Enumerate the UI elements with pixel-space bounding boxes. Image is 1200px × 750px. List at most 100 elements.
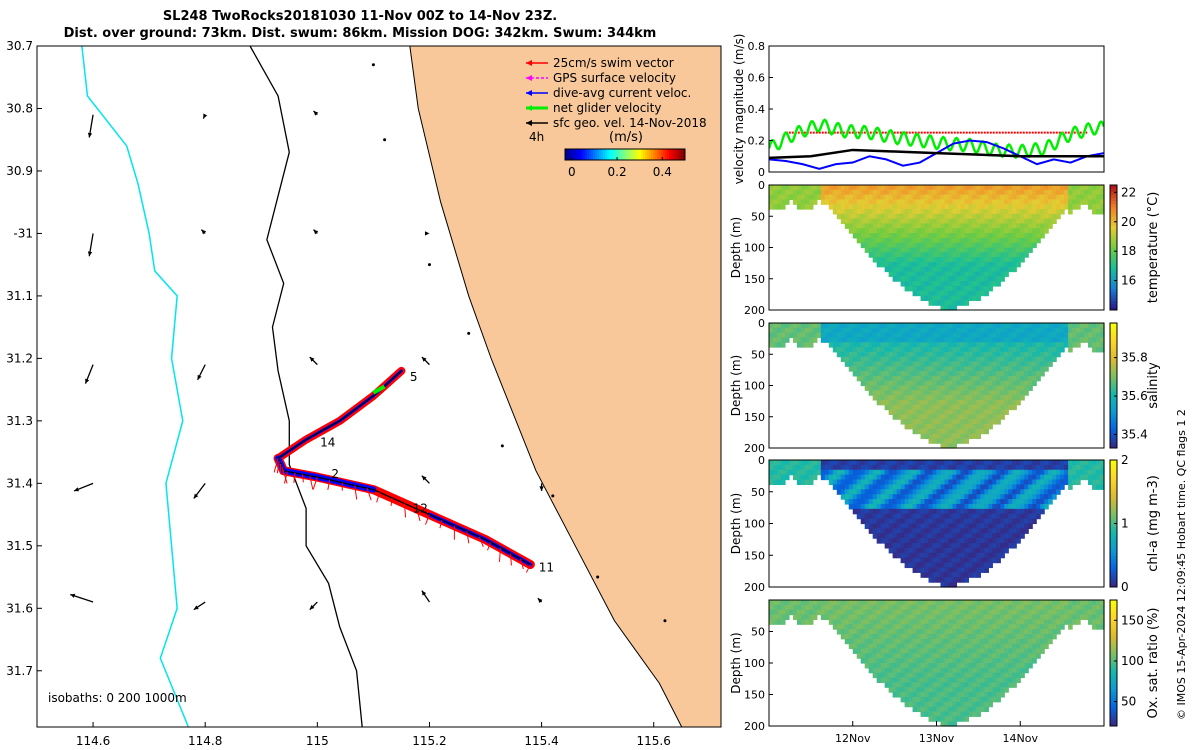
section-cell bbox=[920, 385, 926, 391]
section-cell bbox=[920, 409, 926, 415]
section-cell bbox=[892, 356, 898, 363]
section-cell bbox=[928, 351, 934, 358]
section-cell bbox=[824, 199, 830, 205]
section-cell bbox=[844, 356, 850, 363]
section-cell bbox=[896, 351, 902, 358]
section-cell bbox=[944, 428, 950, 435]
section-cell bbox=[968, 469, 973, 476]
section-cell bbox=[912, 653, 918, 659]
speed-colorbar-cell bbox=[629, 149, 632, 160]
section-cell bbox=[848, 474, 854, 481]
section-cell bbox=[1012, 385, 1017, 391]
section-cell bbox=[956, 347, 962, 353]
section-cell bbox=[892, 332, 898, 339]
section-cell bbox=[1048, 479, 1053, 486]
section-colorbar-cell bbox=[1110, 498, 1117, 502]
section-cell bbox=[960, 687, 966, 693]
section-cell bbox=[1036, 366, 1041, 372]
section-cell bbox=[892, 638, 898, 645]
section-cell bbox=[864, 337, 870, 343]
section-cell bbox=[928, 189, 934, 196]
section-cell bbox=[1080, 199, 1085, 205]
section-cell bbox=[988, 503, 993, 510]
section-cell bbox=[1008, 194, 1013, 201]
section-cell bbox=[904, 484, 910, 490]
section-cell bbox=[976, 479, 981, 486]
section-cell bbox=[864, 361, 870, 367]
geo-arrow-head bbox=[197, 374, 202, 380]
section-cell bbox=[960, 409, 966, 415]
section-cell bbox=[908, 528, 914, 534]
section-cell bbox=[1052, 489, 1057, 495]
section-colorbar-cell bbox=[1110, 469, 1117, 474]
section-cell bbox=[908, 185, 914, 191]
section-cell bbox=[916, 194, 922, 201]
section-cell bbox=[852, 508, 858, 515]
section-cell bbox=[800, 474, 806, 481]
section-cell bbox=[928, 433, 934, 439]
section-cell bbox=[936, 513, 942, 520]
section-y-tick-label: 0 bbox=[758, 454, 765, 467]
section-cell bbox=[900, 261, 906, 268]
section-cell bbox=[940, 513, 946, 520]
section-cell bbox=[1096, 347, 1101, 353]
section-cell bbox=[812, 332, 818, 339]
velocity-y-tick-label: 0.4 bbox=[748, 103, 766, 116]
section-cell bbox=[1072, 189, 1077, 196]
section-cell bbox=[1008, 385, 1013, 391]
section-cell bbox=[940, 460, 946, 466]
section-cell bbox=[924, 247, 930, 253]
section-cell bbox=[948, 247, 954, 253]
section-cell bbox=[888, 237, 894, 244]
section-cell bbox=[1004, 464, 1009, 471]
section-cell bbox=[892, 667, 898, 674]
section-cell bbox=[920, 194, 926, 201]
section-cell bbox=[976, 464, 981, 471]
section-cell bbox=[872, 658, 878, 664]
section-cell bbox=[872, 390, 878, 396]
section-cell bbox=[964, 460, 970, 466]
section-cell bbox=[980, 199, 985, 205]
section-cell bbox=[944, 677, 950, 683]
section-cell bbox=[892, 663, 898, 669]
section-cell bbox=[924, 185, 930, 191]
section-cell bbox=[956, 342, 962, 348]
section-cell bbox=[848, 223, 854, 229]
section-cell bbox=[944, 199, 950, 205]
section-cell bbox=[1056, 464, 1061, 471]
section-cell bbox=[772, 474, 778, 481]
section-cell bbox=[984, 469, 989, 476]
section-cell bbox=[1096, 464, 1101, 471]
section-cell bbox=[856, 237, 862, 244]
section-cell bbox=[872, 337, 878, 343]
section-cell bbox=[960, 499, 966, 505]
section-cell bbox=[852, 347, 858, 353]
section-cell bbox=[952, 552, 958, 559]
section-cell bbox=[1048, 332, 1053, 339]
section-cell bbox=[988, 223, 993, 229]
section-cell bbox=[1100, 474, 1105, 481]
section-cell bbox=[968, 653, 973, 659]
section-cell bbox=[912, 290, 918, 297]
section-y-tick-label: 150 bbox=[744, 273, 765, 286]
section-cell bbox=[920, 204, 926, 210]
section-cell bbox=[924, 371, 930, 377]
section-cell bbox=[976, 199, 981, 205]
section-cell bbox=[1040, 361, 1045, 367]
section-cell bbox=[852, 204, 858, 210]
section-cell bbox=[1008, 543, 1013, 549]
section-cell bbox=[984, 347, 989, 353]
section-cell bbox=[900, 629, 906, 635]
section-cell bbox=[972, 547, 977, 554]
section-cell bbox=[972, 395, 977, 401]
section-cell bbox=[1084, 185, 1089, 191]
section-cell bbox=[1000, 547, 1005, 554]
section-cell bbox=[769, 327, 774, 334]
section-cell bbox=[1008, 464, 1013, 471]
section-cell bbox=[960, 562, 966, 569]
section-cell bbox=[972, 419, 977, 425]
section-cell bbox=[920, 701, 926, 708]
section-cell bbox=[948, 433, 954, 439]
section-cell bbox=[1016, 614, 1021, 620]
section-cell bbox=[916, 667, 922, 674]
